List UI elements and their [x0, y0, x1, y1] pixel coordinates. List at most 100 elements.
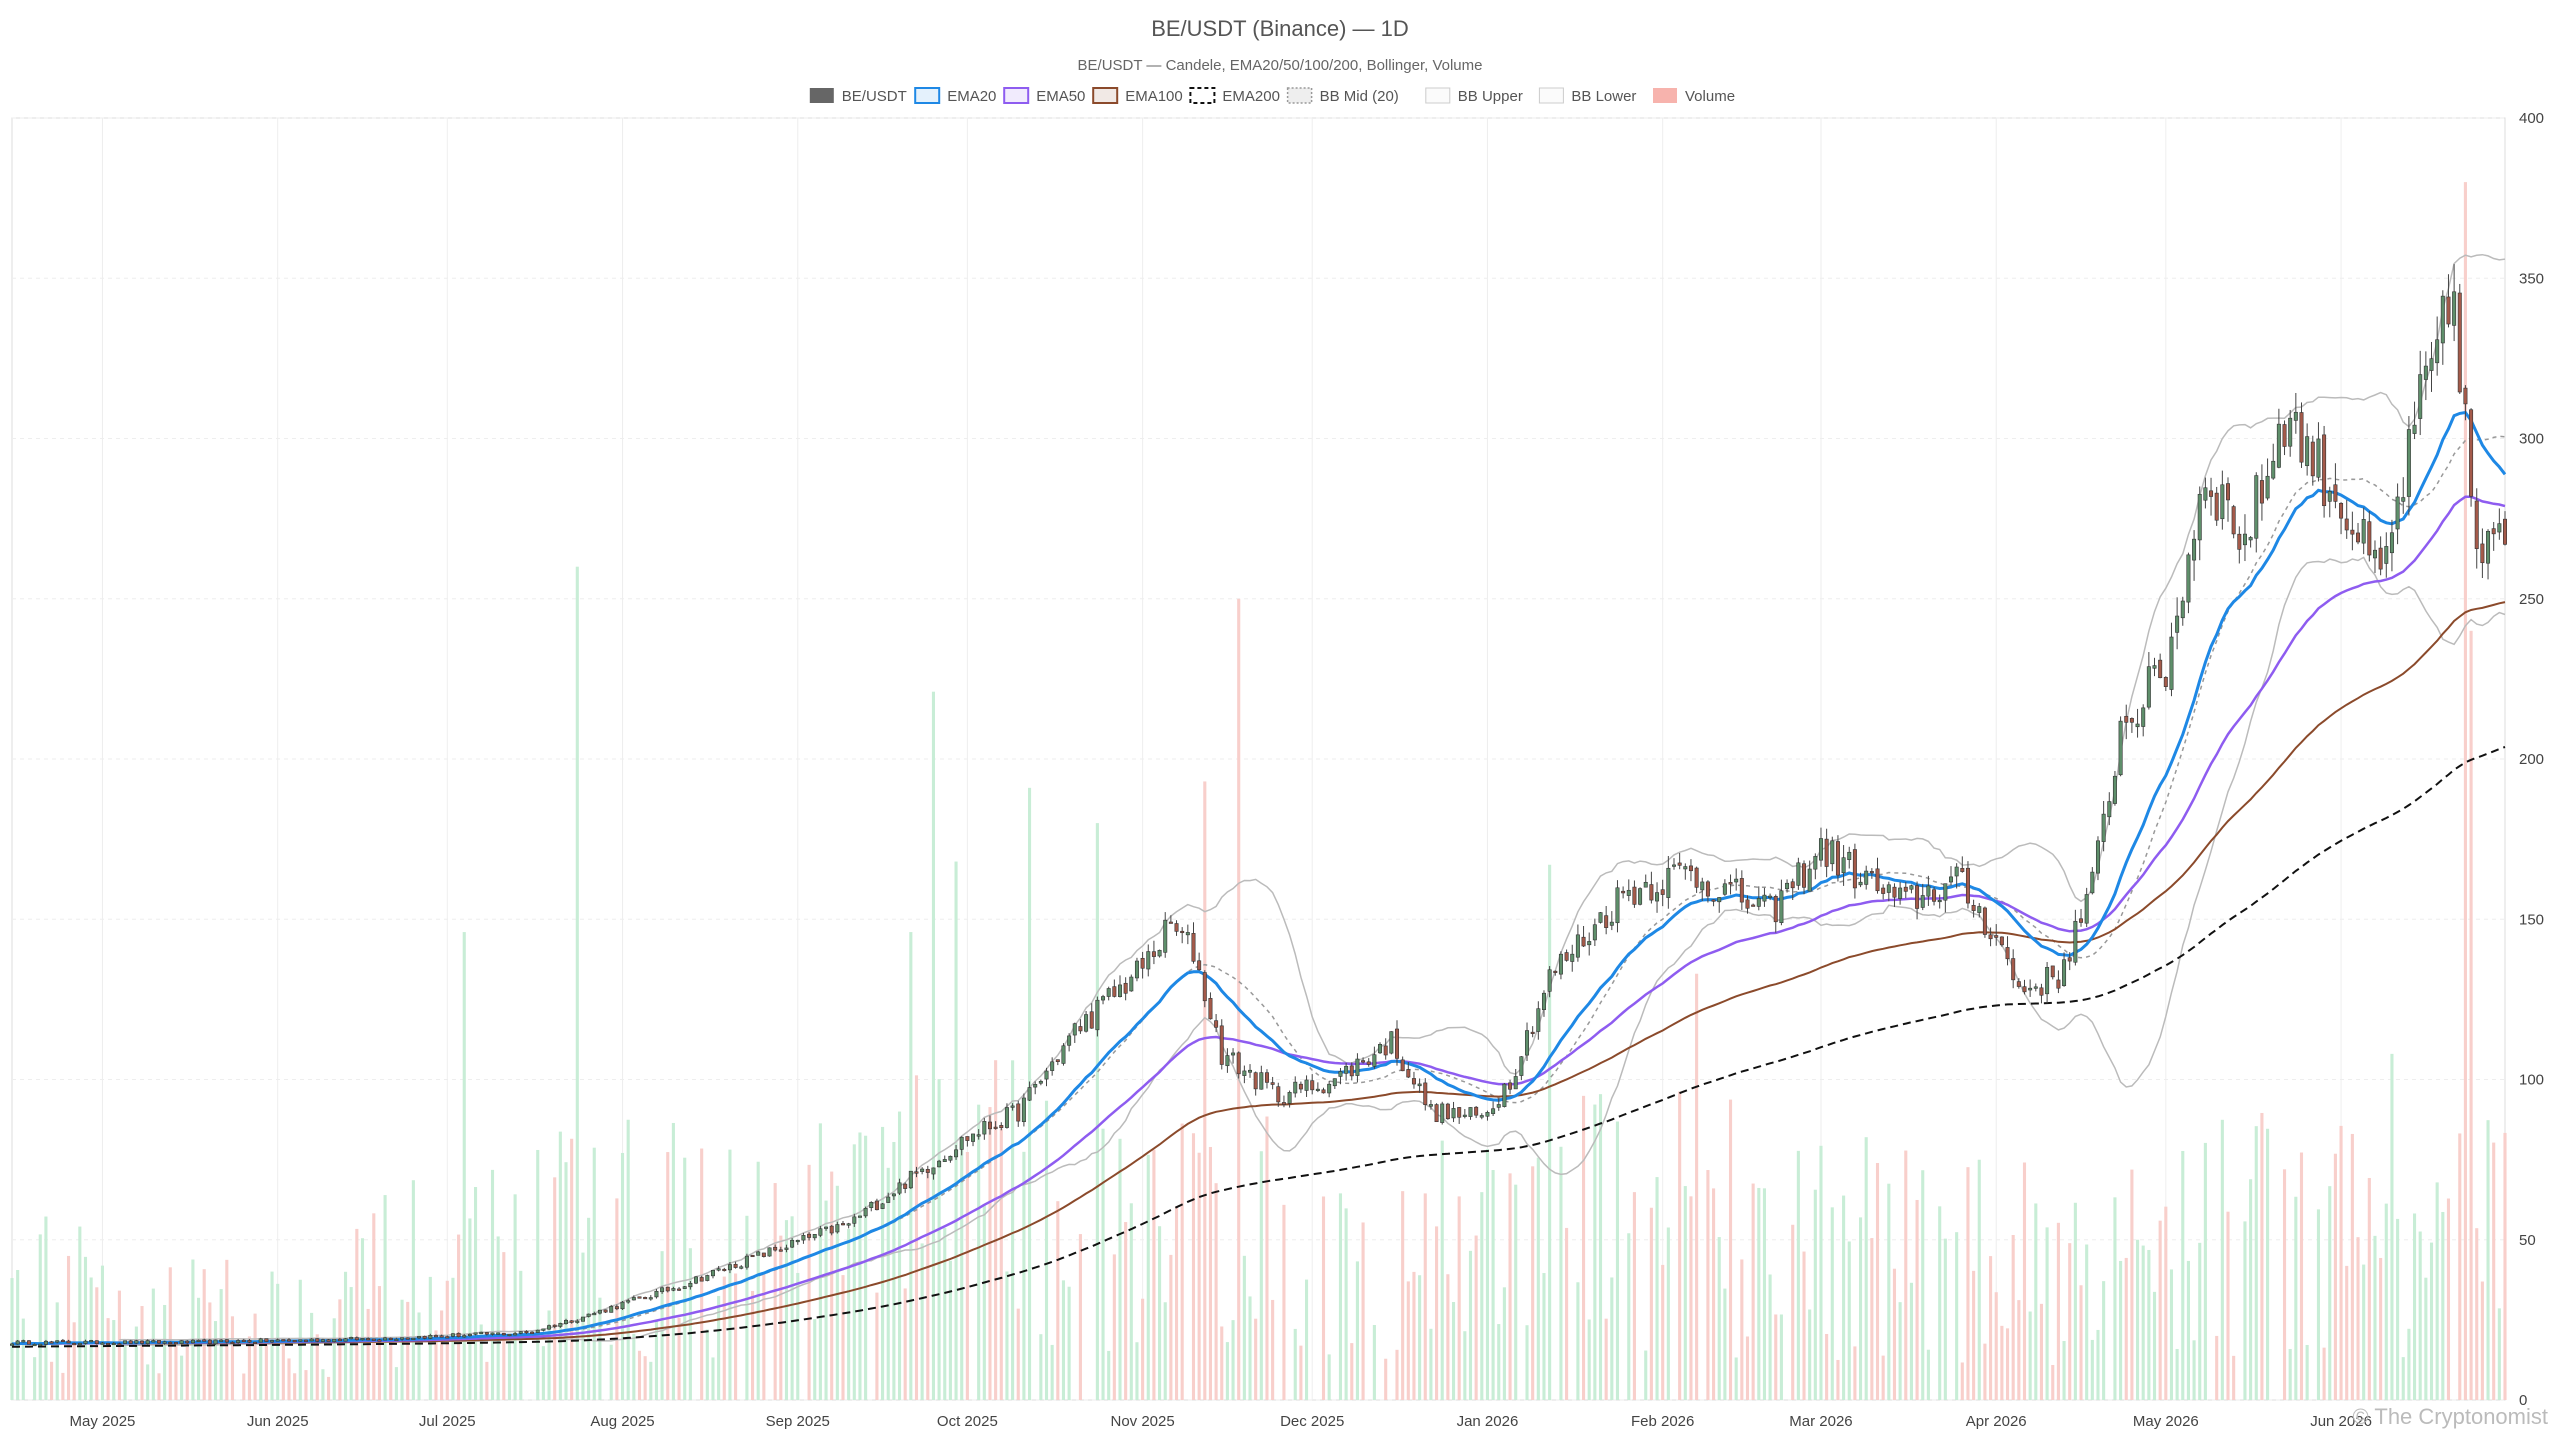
candle-body — [156, 1340, 161, 1344]
candle-body — [1457, 1107, 1462, 1118]
volume-bar — [1395, 1349, 1399, 1400]
volume-bar — [2000, 1325, 2004, 1400]
volume-bar — [1231, 1320, 1235, 1400]
volume-bar — [2141, 1245, 2145, 1400]
candle-body — [812, 1234, 817, 1239]
candle-body — [1214, 1020, 1219, 1028]
volume-bar — [920, 1243, 924, 1400]
candle-body — [501, 1333, 506, 1336]
volume-bar — [1632, 1192, 1636, 1400]
candle-body — [694, 1276, 699, 1284]
candle-body — [1451, 1108, 1456, 1119]
y-tick-label: 200 — [2519, 751, 2544, 768]
candle-body — [2237, 533, 2242, 550]
volume-bar — [55, 1302, 59, 1400]
candle-body — [733, 1263, 738, 1268]
candle-body — [66, 1340, 71, 1344]
candle-body — [388, 1337, 393, 1340]
candle-body — [784, 1247, 789, 1250]
volume-bar — [2073, 1202, 2077, 1400]
candle-body — [665, 1286, 670, 1292]
volume-bar — [2282, 1169, 2287, 1400]
volume-bar — [383, 1195, 387, 1400]
candle-body — [2497, 523, 2502, 533]
candle-body — [1875, 868, 1880, 892]
volume-bar — [541, 1346, 545, 1400]
candle-body — [450, 1333, 455, 1337]
volume-bar — [134, 1326, 138, 1400]
candle-body — [954, 1149, 959, 1158]
volume-bar — [1548, 864, 1552, 1400]
candle-body — [801, 1235, 806, 1241]
candle-body — [140, 1340, 145, 1344]
candle-body — [411, 1337, 416, 1340]
candle-body — [654, 1290, 659, 1298]
candle-body — [1485, 1112, 1490, 1117]
volume-bar — [1474, 1235, 1478, 1400]
volume-bar — [406, 1301, 410, 1400]
candle-body — [484, 1332, 489, 1335]
candle-body — [1021, 1097, 1026, 1123]
candle-body — [874, 1200, 879, 1211]
candle-body — [908, 1170, 913, 1189]
volume-bar — [1796, 1150, 1800, 1400]
volume-bar — [394, 1367, 398, 1400]
volume-bar — [1259, 1151, 1263, 1400]
candle-body — [552, 1324, 557, 1327]
candle-body — [1468, 1107, 1473, 1117]
candle-body — [2163, 677, 2168, 687]
volume-bar — [2051, 1365, 2055, 1400]
candle-body — [2050, 965, 2055, 978]
candle-body — [196, 1339, 201, 1342]
volume-bar — [2390, 1053, 2394, 1400]
candle-body — [513, 1333, 518, 1336]
candle-body — [2293, 411, 2298, 421]
candle-body — [21, 1340, 26, 1343]
candle-body — [2333, 484, 2338, 502]
candle-body — [1078, 1026, 1083, 1032]
candle-body — [303, 1339, 308, 1342]
candle-body — [111, 1342, 116, 1346]
candle-body — [2152, 665, 2157, 669]
candle-body — [1965, 867, 1970, 904]
candle-body — [2005, 947, 2010, 960]
volume-bar — [779, 1235, 783, 1400]
volume-bar — [417, 1312, 421, 1400]
candle-body — [1575, 934, 1580, 958]
volume-bar — [1542, 1273, 1546, 1400]
volume-bar — [1061, 1280, 1066, 1400]
volume-bar — [1463, 1331, 1467, 1400]
candle-body — [1903, 886, 1908, 892]
volume-bar — [146, 1364, 150, 1400]
volume-bar — [1299, 1345, 1303, 1400]
volume-bar — [1774, 1314, 1778, 1400]
candle-body — [2423, 365, 2428, 380]
candle-body — [931, 1167, 936, 1175]
candle-body — [128, 1340, 133, 1344]
volume-bar — [1802, 1251, 1806, 1400]
volume-bar — [1355, 1261, 1359, 1400]
candle-body — [1530, 1031, 1535, 1034]
volume-bar — [2169, 1269, 2174, 1400]
candle-body — [2412, 424, 2417, 434]
volume-bar — [1327, 1354, 1331, 1400]
legend-item: EMA100 — [1092, 87, 1183, 105]
candle-body — [2146, 666, 2151, 708]
volume-bar — [157, 1373, 161, 1400]
volume-bar — [1666, 1227, 1670, 1400]
volume-bar — [982, 1204, 986, 1400]
candle-body — [354, 1337, 359, 1341]
volume-bar — [2362, 1264, 2366, 1400]
candle-body — [241, 1339, 246, 1342]
candle-body — [824, 1226, 829, 1229]
candle-body — [2327, 491, 2332, 502]
volume-bar — [163, 1304, 167, 1400]
volume-bar — [2299, 1152, 2304, 1400]
volume-bar — [734, 1273, 738, 1400]
candles — [10, 264, 2507, 1347]
candle-body — [2469, 409, 2474, 497]
volume-bar — [1904, 1150, 1908, 1400]
volume-bar — [558, 1131, 562, 1400]
x-tick-label: Feb 2026 — [1631, 1413, 1694, 1430]
candle-body — [190, 1339, 195, 1344]
